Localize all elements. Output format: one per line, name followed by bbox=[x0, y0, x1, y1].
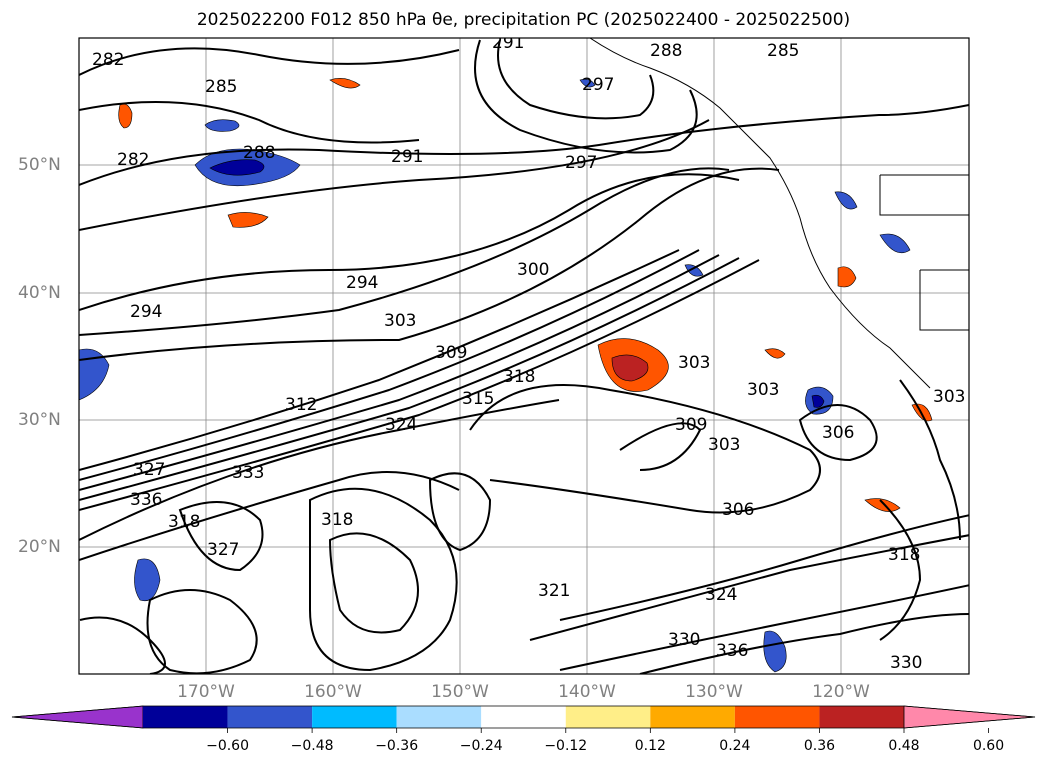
colorbar bbox=[11, 705, 1036, 733]
contour-label: 312 bbox=[285, 395, 317, 415]
colorbar-segment bbox=[734, 706, 820, 728]
contour-label: 333 bbox=[232, 463, 264, 483]
lon-label: 150°W bbox=[431, 682, 489, 702]
colorbar-segment bbox=[396, 706, 482, 728]
contour-label: 288 bbox=[650, 41, 682, 61]
colorbar-segment bbox=[312, 706, 397, 728]
colorbar-tick-label: −0.36 bbox=[375, 738, 419, 754]
colorbar-tick-label: 0.36 bbox=[803, 738, 836, 754]
colorbar-tick-label: −0.12 bbox=[544, 738, 588, 754]
contour-label: 318 bbox=[503, 367, 535, 387]
map-plot: 282 285 288 291 297 285 282 288 291 297 … bbox=[79, 33, 969, 674]
lon-label: 160°W bbox=[304, 682, 362, 702]
contour-label: 324 bbox=[705, 585, 737, 605]
colorbar-extend-low bbox=[11, 705, 144, 729]
contour-label: 318 bbox=[888, 545, 920, 565]
contour-label: 318 bbox=[321, 510, 353, 530]
contour-label: 303 bbox=[678, 353, 710, 373]
lon-label: 170°W bbox=[177, 682, 235, 702]
colorbar-tick-label: 0.24 bbox=[719, 738, 751, 754]
contour-label: 288 bbox=[243, 143, 275, 163]
contour-label: 306 bbox=[822, 423, 854, 443]
contour-label: 330 bbox=[890, 653, 922, 673]
colorbar-tick-label: 0.60 bbox=[972, 738, 1005, 754]
colorbar-extend-high bbox=[903, 705, 1036, 729]
colorbar-tick-label: −0.24 bbox=[459, 738, 503, 754]
contour-label: 309 bbox=[675, 415, 707, 435]
contour-label: 291 bbox=[391, 147, 423, 167]
colorbar-tick-label: −0.48 bbox=[290, 738, 334, 754]
contour-label: 321 bbox=[538, 581, 570, 601]
lon-label: 120°W bbox=[812, 682, 870, 702]
lon-label: 140°W bbox=[558, 682, 616, 702]
contour-label: 303 bbox=[708, 435, 740, 455]
contour-labels: 282 285 288 291 297 285 282 288 291 297 … bbox=[92, 33, 965, 673]
colorbar-segment bbox=[481, 706, 566, 728]
colorbar-tick-label: −0.60 bbox=[206, 738, 249, 754]
coastlines bbox=[589, 38, 969, 389]
contour-label: 303 bbox=[933, 387, 965, 407]
contour-label: 324 bbox=[385, 415, 417, 435]
contour-label: 294 bbox=[130, 302, 162, 322]
colorbar-tick-label: 0.48 bbox=[888, 738, 920, 754]
contour-label: 315 bbox=[462, 389, 494, 409]
colorbar-segment bbox=[227, 706, 313, 728]
contour-label: 327 bbox=[133, 460, 165, 480]
lat-label: 40°N bbox=[18, 283, 61, 303]
colorbar-segment bbox=[819, 706, 904, 728]
colorbar-segment bbox=[650, 706, 735, 728]
contour-label: 285 bbox=[205, 77, 237, 97]
plot-frame bbox=[78, 37, 970, 675]
contour-label: 303 bbox=[384, 311, 416, 331]
theta-e-contours bbox=[79, 39, 969, 674]
contour-label: 330 bbox=[668, 630, 700, 650]
contour-label: 327 bbox=[207, 540, 239, 560]
lat-label: 50°N bbox=[18, 155, 61, 175]
contour-label: 282 bbox=[92, 50, 124, 70]
contour-label: 297 bbox=[582, 75, 614, 95]
colorbar-outline bbox=[11, 705, 1036, 729]
map-title: 2025022200 F012 850 hPa θe, precipitatio… bbox=[196, 10, 851, 30]
contour-label: 306 bbox=[722, 500, 754, 520]
colorbar-tick-label: 0.12 bbox=[634, 738, 666, 754]
colorbar-segment bbox=[143, 706, 228, 728]
lon-label: 130°W bbox=[685, 682, 743, 702]
contour-label: 318 bbox=[168, 512, 200, 532]
contour-label: 285 bbox=[767, 41, 799, 61]
contour-label: 336 bbox=[130, 490, 162, 510]
contour-label: 294 bbox=[346, 273, 378, 293]
lat-label: 20°N bbox=[18, 537, 61, 557]
contour-label: 336 bbox=[716, 641, 748, 661]
contour-label: 282 bbox=[117, 150, 149, 170]
contour-label: 303 bbox=[747, 380, 779, 400]
contour-label: 300 bbox=[517, 260, 549, 280]
contour-label: 309 bbox=[435, 343, 467, 363]
colorbar-segment bbox=[565, 706, 651, 728]
contour-label: 291 bbox=[492, 33, 524, 53]
contour-label: 297 bbox=[565, 153, 597, 173]
lat-label: 30°N bbox=[18, 410, 61, 430]
